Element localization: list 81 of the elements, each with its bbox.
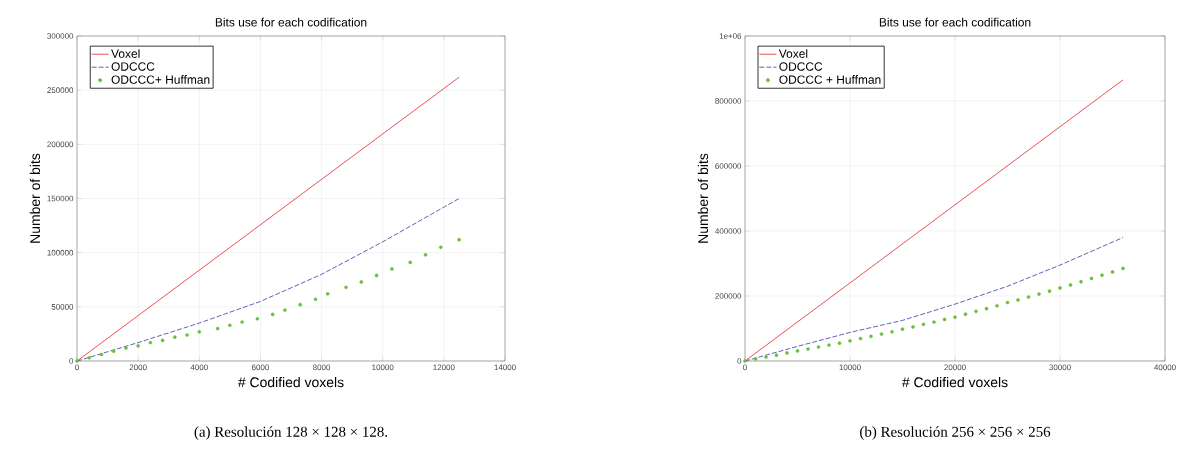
point <box>173 335 177 339</box>
point <box>457 237 461 242</box>
point <box>228 323 232 328</box>
point <box>75 359 79 363</box>
point <box>1037 292 1041 296</box>
legend-label: ODCCC + Huffman <box>779 75 881 84</box>
point <box>942 317 947 322</box>
legend-label: Voxel <box>778 49 808 58</box>
point <box>344 285 348 290</box>
point <box>1089 276 1094 281</box>
point <box>1058 286 1062 290</box>
point <box>439 245 443 250</box>
point <box>932 320 936 324</box>
legend-label: ODCCC+ Huffman <box>111 75 210 84</box>
legend-label: ODCCC <box>779 62 823 71</box>
point <box>848 339 852 343</box>
point <box>185 333 189 337</box>
x-axis-title: # Codified voxels <box>901 377 1008 388</box>
point <box>298 302 302 307</box>
point <box>240 320 244 324</box>
point <box>869 334 873 339</box>
point <box>1079 279 1083 284</box>
point <box>921 322 926 327</box>
point <box>1005 300 1010 305</box>
point <box>984 306 989 311</box>
point <box>270 312 275 317</box>
point <box>99 352 104 357</box>
point <box>124 346 128 350</box>
point <box>806 347 810 351</box>
point <box>858 336 863 341</box>
point <box>160 338 165 343</box>
point <box>359 280 364 284</box>
text: (b) Resolución 256 × 256 × 256 <box>860 426 1051 440</box>
point <box>423 253 428 257</box>
point <box>87 355 92 360</box>
x-axis-title: # Codified voxels <box>237 377 344 388</box>
point <box>408 260 413 265</box>
point <box>911 325 915 329</box>
point <box>1016 298 1020 302</box>
text: (a) Resolución 128 × 128 × 128. <box>194 426 388 440</box>
point <box>197 329 202 334</box>
point <box>1110 270 1115 274</box>
point <box>953 315 957 319</box>
legend-label: ODCCC <box>111 62 155 71</box>
point <box>900 327 905 331</box>
point <box>1100 273 1104 277</box>
chart-title: Bits use for each codification <box>879 17 1031 27</box>
y-axis-title: Number of bits <box>29 153 41 243</box>
line-series <box>744 237 1124 362</box>
point <box>111 349 116 354</box>
line-series <box>76 198 460 362</box>
point <box>795 349 800 353</box>
chart-title: Bits use for each codification <box>215 17 367 27</box>
point <box>283 308 287 312</box>
point <box>785 351 789 355</box>
point <box>890 329 894 334</box>
legend-label: Voxel <box>111 49 140 58</box>
point <box>148 340 153 345</box>
point <box>753 357 758 361</box>
point <box>1047 289 1052 293</box>
point <box>1026 295 1031 299</box>
point <box>743 359 747 363</box>
point <box>816 345 821 349</box>
point <box>325 292 330 296</box>
point <box>390 267 394 271</box>
point <box>995 303 999 308</box>
point <box>1068 283 1073 287</box>
point <box>1121 266 1125 271</box>
point <box>827 343 831 347</box>
point <box>215 326 220 331</box>
point <box>374 273 379 278</box>
point <box>879 332 884 336</box>
point <box>837 341 842 345</box>
point <box>255 316 260 321</box>
point <box>963 312 968 316</box>
point <box>136 344 140 348</box>
point <box>774 353 779 357</box>
point <box>974 309 978 314</box>
y-axis-title: Number of bits <box>697 153 709 243</box>
point <box>764 355 768 359</box>
point <box>313 297 318 302</box>
